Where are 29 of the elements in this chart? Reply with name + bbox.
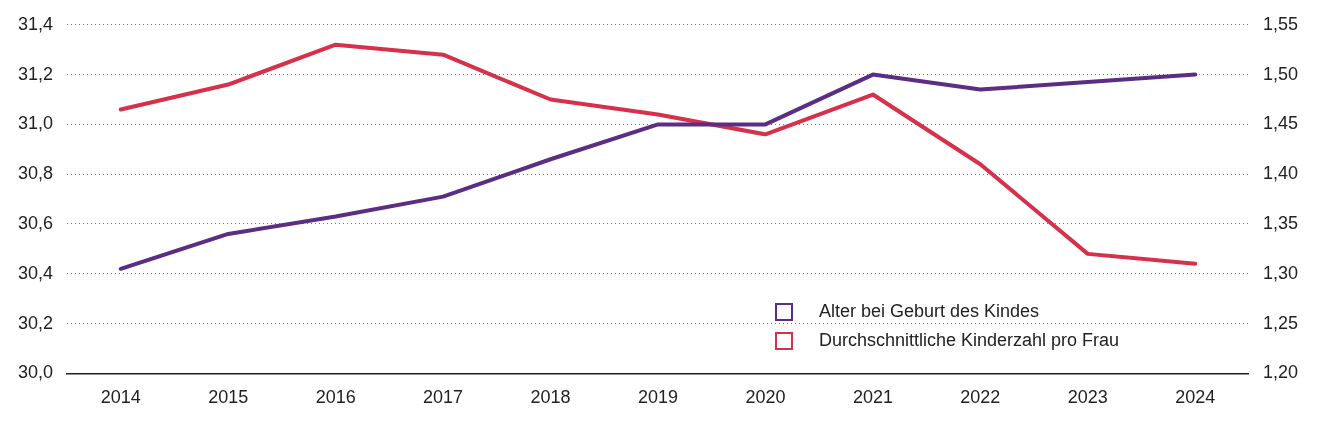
legend-label: Durchschnittliche Kinderzahl pro Frau bbox=[818, 330, 1120, 352]
y2-tick-label: 1,30 bbox=[1262, 262, 1299, 283]
y2-tick-label: 1,25 bbox=[1262, 312, 1299, 333]
x-tick-label: 2021 bbox=[852, 387, 893, 408]
y2-tick-label: 1,50 bbox=[1262, 63, 1299, 84]
y-tick-label: 30,0 bbox=[17, 362, 54, 383]
y-tick-label: 31,2 bbox=[17, 63, 54, 84]
y2-tick-label: 1,40 bbox=[1262, 163, 1299, 184]
x-tick-label: 2015 bbox=[208, 387, 249, 408]
x-tick-label: 2024 bbox=[1175, 387, 1216, 408]
y2-tick-label: 1,55 bbox=[1262, 13, 1299, 34]
y2-tick-label: 1,45 bbox=[1262, 113, 1299, 134]
y-tick-label: 31,0 bbox=[17, 113, 54, 134]
x-tick-label: 2023 bbox=[1067, 387, 1108, 408]
y2-tick-label: 1,20 bbox=[1262, 362, 1299, 383]
x-tick-label: 2020 bbox=[745, 387, 786, 408]
x-tick-label: 2018 bbox=[530, 387, 571, 408]
x-tick-label: 2016 bbox=[315, 387, 356, 408]
y-tick-label: 30,6 bbox=[17, 212, 54, 233]
x-tick-label: 2022 bbox=[960, 387, 1001, 408]
legend-label: Alter bei Geburt des Kindes bbox=[818, 301, 1040, 323]
y2-tick-label: 1,35 bbox=[1262, 212, 1299, 233]
y-tick-label: 30,2 bbox=[17, 312, 54, 333]
y-tick-label: 30,4 bbox=[17, 262, 54, 283]
x-tick-label: 2019 bbox=[637, 387, 679, 408]
x-tick-label: 2014 bbox=[100, 387, 141, 408]
y-tick-label: 30,8 bbox=[17, 163, 54, 184]
y-tick-label: 31,4 bbox=[17, 13, 54, 34]
x-tick-label: 2017 bbox=[423, 387, 464, 408]
